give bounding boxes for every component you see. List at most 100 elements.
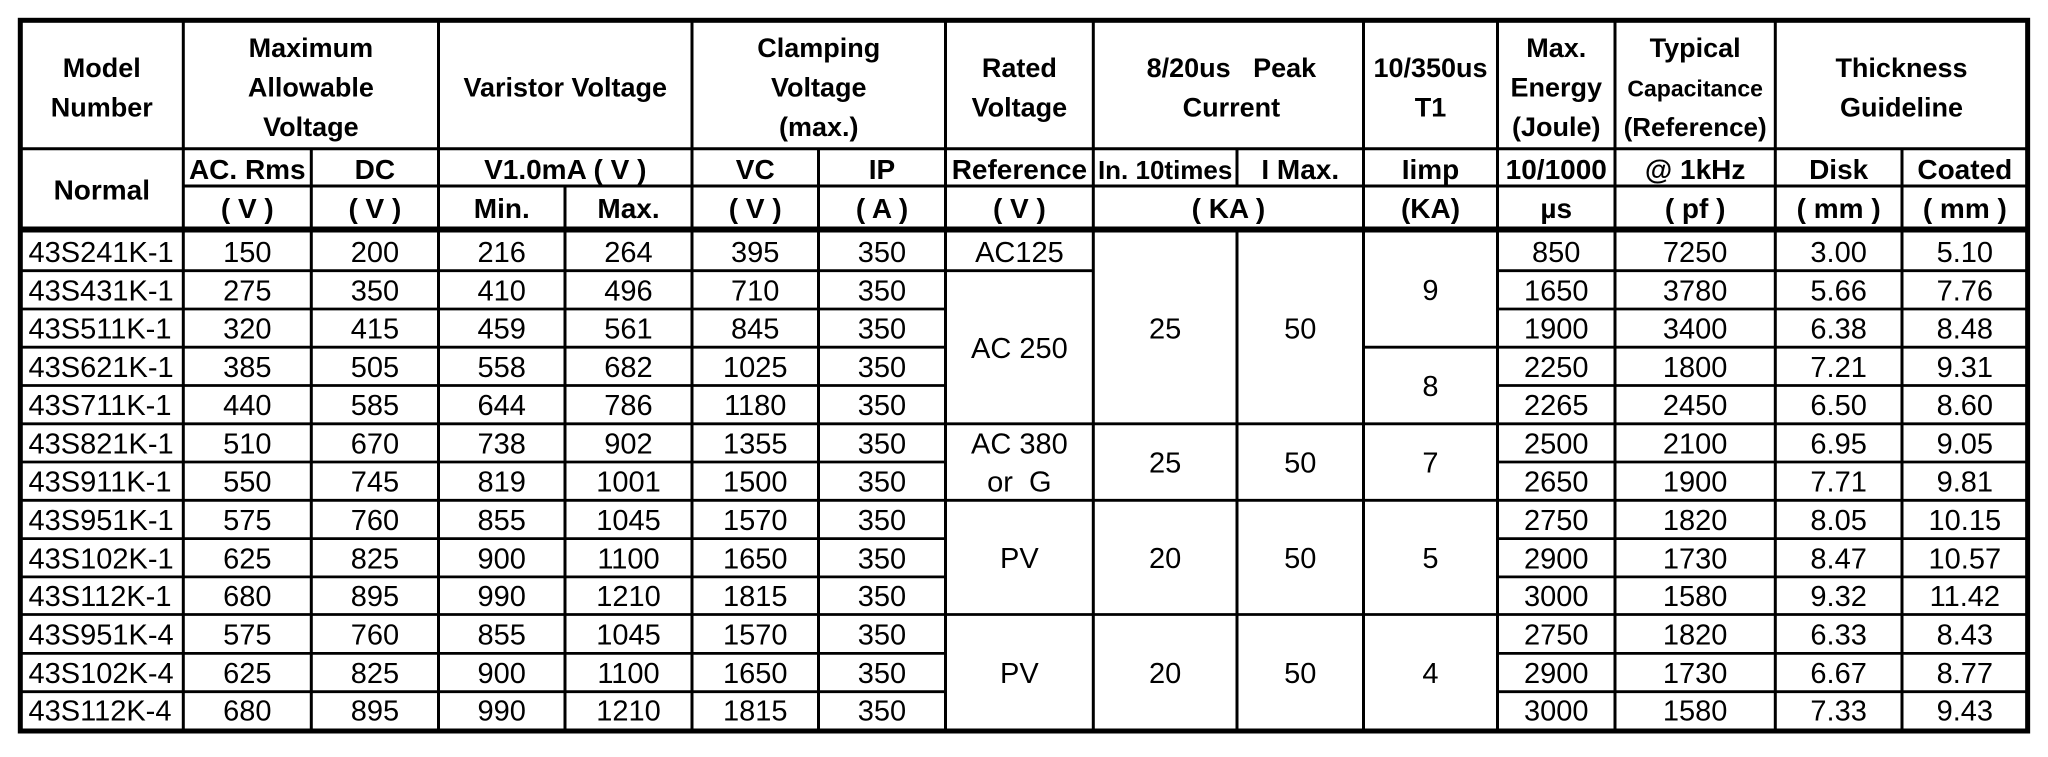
svg-text:Typical: Typical xyxy=(1650,33,1741,63)
svg-text:7.21: 7.21 xyxy=(1810,352,1866,384)
svg-text:Current: Current xyxy=(1183,92,1281,122)
svg-text:8.47: 8.47 xyxy=(1810,543,1866,575)
svg-text:3000: 3000 xyxy=(1524,696,1589,728)
svg-text:2750: 2750 xyxy=(1524,505,1589,537)
svg-text:1815: 1815 xyxy=(723,581,788,613)
svg-text:Disk: Disk xyxy=(1809,154,1869,185)
svg-text:350: 350 xyxy=(858,581,906,613)
svg-text:1580: 1580 xyxy=(1663,581,1728,613)
svg-text:@ 1kHz: @ 1kHz xyxy=(1645,154,1745,185)
svg-text:1800: 1800 xyxy=(1663,352,1728,384)
svg-text:50: 50 xyxy=(1284,448,1316,480)
svg-text:9.05: 9.05 xyxy=(1937,428,1993,460)
svg-text:1210: 1210 xyxy=(596,581,661,613)
svg-text:( V ): ( V ) xyxy=(348,193,401,224)
svg-text:50: 50 xyxy=(1284,313,1316,345)
svg-text:43S102K-1: 43S102K-1 xyxy=(29,543,174,575)
svg-text:350: 350 xyxy=(858,275,906,307)
svg-text:43S112K-1: 43S112K-1 xyxy=(29,581,172,613)
svg-text:680: 680 xyxy=(223,696,271,728)
svg-text:43S821K-1: 43S821K-1 xyxy=(29,428,174,460)
svg-text:575: 575 xyxy=(223,505,271,537)
svg-text:625: 625 xyxy=(223,543,271,575)
svg-text:786: 786 xyxy=(604,390,652,422)
svg-text:(Reference): (Reference) xyxy=(1624,112,1767,142)
svg-text:2500: 2500 xyxy=(1524,428,1589,460)
svg-text:(Joule): (Joule) xyxy=(1512,112,1601,142)
svg-text:5: 5 xyxy=(1422,543,1438,575)
svg-text:8: 8 xyxy=(1422,371,1438,403)
svg-text:825: 825 xyxy=(351,543,399,575)
svg-text:990: 990 xyxy=(478,696,526,728)
svg-text:1210: 1210 xyxy=(596,696,661,728)
svg-text:( V ): ( V ) xyxy=(221,193,274,224)
svg-text:8.43: 8.43 xyxy=(1937,619,1993,651)
svg-text:350: 350 xyxy=(858,390,906,422)
svg-text:6.95: 6.95 xyxy=(1810,428,1866,460)
svg-text:43S241K-1: 43S241K-1 xyxy=(29,237,174,269)
svg-text:644: 644 xyxy=(478,390,526,422)
svg-text:8/20us Peak: 8/20us Peak xyxy=(1147,53,1318,83)
svg-text:Voltage: Voltage xyxy=(972,92,1068,122)
svg-text:682: 682 xyxy=(604,352,652,384)
svg-text:819: 819 xyxy=(478,467,526,499)
svg-text:Energy: Energy xyxy=(1510,72,1602,102)
svg-text:7: 7 xyxy=(1422,448,1438,480)
svg-text:9.43: 9.43 xyxy=(1937,696,1993,728)
svg-text:Voltage: Voltage xyxy=(771,72,867,102)
svg-text:7250: 7250 xyxy=(1663,237,1728,269)
svg-text:350: 350 xyxy=(858,467,906,499)
svg-text:410: 410 xyxy=(478,275,526,307)
svg-text:7.71: 7.71 xyxy=(1810,467,1866,499)
svg-text:50: 50 xyxy=(1284,543,1316,575)
svg-text:825: 825 xyxy=(351,658,399,690)
svg-text:IP: IP xyxy=(869,154,895,185)
svg-text:760: 760 xyxy=(351,505,399,537)
svg-text:710: 710 xyxy=(731,275,779,307)
svg-text:150: 150 xyxy=(223,237,271,269)
svg-text:760: 760 xyxy=(351,619,399,651)
svg-text:200: 200 xyxy=(351,237,399,269)
svg-text:Number: Number xyxy=(51,92,154,122)
svg-text:350: 350 xyxy=(351,275,399,307)
svg-text:PV: PV xyxy=(1000,543,1039,575)
svg-text:1570: 1570 xyxy=(723,505,788,537)
svg-text:43S621K-1: 43S621K-1 xyxy=(29,352,174,384)
svg-text:440: 440 xyxy=(223,390,271,422)
svg-text:8.77: 8.77 xyxy=(1937,658,1993,690)
svg-text:350: 350 xyxy=(858,696,906,728)
svg-text:Model: Model xyxy=(63,53,141,83)
svg-text:Guideline: Guideline xyxy=(1840,92,1963,122)
svg-text:6.33: 6.33 xyxy=(1810,619,1866,651)
svg-text:AC125: AC125 xyxy=(975,237,1064,269)
svg-text:10/350us: 10/350us xyxy=(1373,53,1487,83)
svg-text:350: 350 xyxy=(858,428,906,460)
svg-text:5.10: 5.10 xyxy=(1937,237,1993,269)
svg-text:43S511K-1: 43S511K-1 xyxy=(29,314,172,346)
svg-text:1650: 1650 xyxy=(723,658,788,690)
svg-text:900: 900 xyxy=(478,543,526,575)
svg-text:1580: 1580 xyxy=(1663,696,1728,728)
svg-text:( pf ): ( pf ) xyxy=(1665,193,1726,224)
svg-text:5.66: 5.66 xyxy=(1810,275,1866,307)
svg-text:11.42: 11.42 xyxy=(1930,581,2000,613)
svg-text:8.48: 8.48 xyxy=(1937,314,1993,346)
svg-text:1570: 1570 xyxy=(723,619,788,651)
svg-text:2750: 2750 xyxy=(1524,619,1589,651)
svg-text:2100: 2100 xyxy=(1663,428,1728,460)
svg-text:7.76: 7.76 xyxy=(1937,275,1993,307)
svg-text:Max.: Max. xyxy=(1526,33,1586,63)
svg-text:10.57: 10.57 xyxy=(1929,543,2002,575)
svg-text:8.60: 8.60 xyxy=(1937,390,1993,422)
svg-text:558: 558 xyxy=(478,352,526,384)
svg-text:216: 216 xyxy=(478,237,526,269)
svg-text:3400: 3400 xyxy=(1663,314,1728,346)
svg-text:1100: 1100 xyxy=(597,543,659,575)
svg-text:9.31: 9.31 xyxy=(1937,352,1993,384)
svg-text:( A ): ( A ) xyxy=(856,193,908,224)
svg-text:(max.): (max.) xyxy=(779,112,859,142)
svg-text:575: 575 xyxy=(223,619,271,651)
svg-text:Iimp: Iimp xyxy=(1402,154,1460,185)
svg-text:680: 680 xyxy=(223,581,271,613)
svg-text:43S911K-1: 43S911K-1 xyxy=(29,467,172,499)
